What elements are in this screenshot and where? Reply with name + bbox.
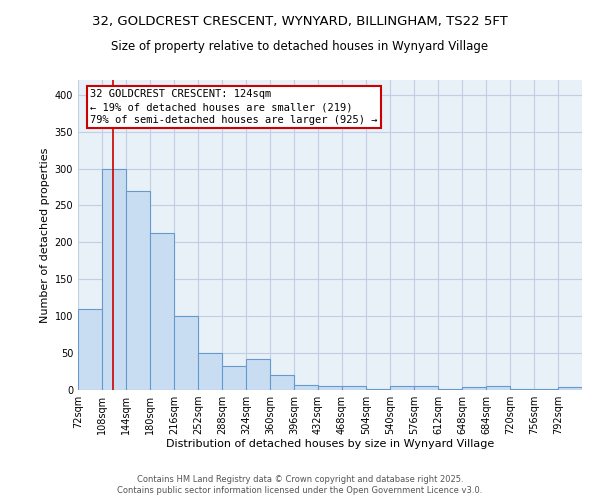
Bar: [174, 316, 198, 390]
Text: Contains public sector information licensed under the Open Government Licence v3: Contains public sector information licen…: [118, 486, 482, 495]
Text: 32 GOLDCREST CRESCENT: 124sqm
← 19% of detached houses are smaller (219)
79% of : 32 GOLDCREST CRESCENT: 124sqm ← 19% of d…: [90, 89, 377, 126]
Bar: [198, 353, 222, 390]
X-axis label: Distribution of detached houses by size in Wynyard Village: Distribution of detached houses by size …: [166, 438, 494, 448]
Bar: [126, 190, 150, 390]
Bar: [102, 168, 126, 390]
Bar: [558, 387, 582, 390]
Bar: [222, 366, 246, 390]
Bar: [78, 309, 102, 390]
Bar: [246, 359, 270, 390]
Text: 32, GOLDCREST CRESCENT, WYNYARD, BILLINGHAM, TS22 5FT: 32, GOLDCREST CRESCENT, WYNYARD, BILLING…: [92, 15, 508, 28]
Bar: [486, 386, 510, 390]
Text: Contains HM Land Registry data © Crown copyright and database right 2025.: Contains HM Land Registry data © Crown c…: [137, 475, 463, 484]
Bar: [342, 386, 366, 390]
Bar: [414, 386, 438, 390]
Bar: [150, 233, 174, 390]
Bar: [318, 386, 342, 390]
Bar: [294, 385, 318, 390]
Y-axis label: Number of detached properties: Number of detached properties: [40, 148, 50, 322]
Bar: [462, 387, 486, 390]
Text: Size of property relative to detached houses in Wynyard Village: Size of property relative to detached ho…: [112, 40, 488, 53]
Bar: [390, 386, 414, 390]
Bar: [270, 375, 294, 390]
